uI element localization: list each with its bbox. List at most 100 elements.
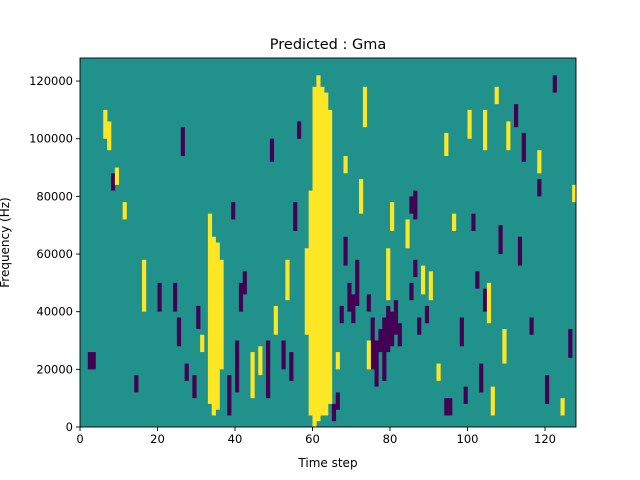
- heatmap-cell-high: [537, 150, 542, 174]
- plot-frame: [79, 57, 577, 428]
- chart-title: Predicted : Gma: [270, 37, 386, 53]
- heatmap-cell-low: [413, 190, 418, 220]
- heatmap-cell-low: [459, 317, 464, 347]
- heatmap-cell-high: [316, 75, 321, 422]
- heatmap-cell-low: [529, 317, 534, 335]
- x-tick-label: 100: [457, 432, 479, 446]
- heatmap-cell-high: [103, 109, 108, 139]
- heatmap-cell-low: [184, 363, 189, 381]
- heatmap-cell-low: [180, 127, 185, 157]
- heatmap-cell-low: [134, 375, 139, 393]
- x-tick-label: 60: [305, 432, 320, 446]
- heatmap-cell-high: [390, 202, 395, 231]
- heatmap-cell-low: [269, 138, 275, 162]
- heatmap-cell-low: [339, 305, 344, 324]
- heatmap-cell-low: [397, 323, 402, 347]
- heatmap-cell-low: [293, 202, 298, 231]
- heatmap-cell-high: [250, 352, 255, 399]
- heatmap-cell-low: [366, 294, 371, 312]
- heatmap-cell-low: [471, 213, 476, 231]
- y-tick-label: 120000: [29, 74, 73, 88]
- heatmap-cell-low: [173, 282, 178, 312]
- heatmap-cell-high: [114, 167, 120, 185]
- heatmap-cell-low: [91, 352, 96, 370]
- x-tick-label: 20: [150, 432, 165, 446]
- heatmap-cell-low: [297, 121, 302, 139]
- heatmap-cell-low: [444, 398, 449, 416]
- heatmap-cell-high: [215, 242, 220, 410]
- heatmap-cell-low: [517, 236, 523, 266]
- heatmap-cell-low: [417, 317, 422, 335]
- heatmap-cell-low: [227, 375, 232, 416]
- heatmap-cell-low: [157, 282, 162, 312]
- heatmap-cell-high: [359, 179, 364, 214]
- heatmap-cell-high: [320, 86, 325, 416]
- heatmap-cell-high: [219, 259, 224, 370]
- heatmap-cell-low: [498, 225, 503, 255]
- heatmap-cells: [80, 58, 577, 427]
- heatmap-cell-high: [207, 213, 213, 404]
- heatmap-cell-low: [355, 259, 360, 306]
- heatmap-cell-high: [122, 202, 127, 220]
- heatmap-cell-high: [316, 127, 321, 157]
- x-tick-label: 80: [383, 432, 398, 446]
- y-tick-label: 60000: [36, 247, 73, 261]
- heatmap-cell-high: [312, 132, 317, 162]
- heatmap-cell-high: [560, 398, 565, 416]
- heatmap-cell-low: [382, 317, 387, 381]
- heatmap-cell-low: [87, 352, 92, 370]
- y-axis: 0 20000 40000 60000 80000 100000 120000: [29, 74, 80, 434]
- heatmap-cell-low: [235, 340, 240, 393]
- heatmap-cell-high: [328, 109, 333, 404]
- y-tick-label: 0: [66, 420, 73, 434]
- heatmap-cell-low: [347, 282, 352, 312]
- heatmap-cell-low: [374, 340, 379, 387]
- heatmap-cell-low: [331, 403, 337, 422]
- y-tick-label: 20000: [36, 362, 73, 376]
- heatmap-cell-high: [506, 121, 511, 151]
- heatmap-cell-low: [196, 305, 201, 329]
- heatmap-cell-low: [552, 75, 557, 93]
- heatmap-cell-low: [386, 305, 391, 353]
- heatmap-cell-low: [390, 311, 395, 347]
- heatmap-cell-low: [393, 300, 399, 335]
- y-axis-label: Frequency (Hz): [0, 197, 12, 288]
- heatmap-cell-low: [111, 173, 116, 191]
- heatmap-cell-high: [405, 219, 410, 249]
- heatmap-cell-high: [386, 248, 391, 301]
- heatmap-cell-high: [258, 346, 263, 376]
- heatmap-cell-high: [343, 156, 348, 174]
- heatmap-cell-low: [289, 352, 294, 381]
- heatmap-cell-high: [211, 236, 216, 416]
- heatmap-cell-low: [483, 288, 488, 312]
- heatmap-cell-high: [444, 132, 449, 157]
- heatmap-cell-low: [545, 375, 550, 404]
- x-tick-label: 120: [534, 432, 556, 446]
- heatmap-cell-low: [475, 271, 480, 289]
- y-tick-label: 40000: [36, 305, 73, 319]
- heatmap-cell-high: [490, 386, 495, 416]
- heatmap-cell-low: [409, 196, 414, 214]
- heatmap-cell-high: [452, 213, 457, 231]
- heatmap-cell-high: [200, 334, 205, 353]
- heatmap-cell-low: [370, 317, 375, 370]
- heatmap-cell-high: [502, 328, 507, 364]
- heatmap-cell-low: [409, 282, 414, 301]
- x-axis: 0 20 40 60 80 100 120: [76, 427, 556, 446]
- heatmap-cell-high: [285, 259, 290, 301]
- heatmap-cell-low: [514, 104, 519, 128]
- heatmap-cell-high: [273, 305, 278, 335]
- heatmap-cell-high: [366, 340, 371, 370]
- heatmap-cell-low: [378, 328, 383, 353]
- heatmap-cell-low: [479, 363, 484, 393]
- x-axis-label: Time step: [297, 456, 357, 470]
- heatmap-cell-low: [238, 282, 244, 312]
- heatmap-cell-high: [308, 190, 313, 416]
- y-tick-label: 80000: [36, 189, 73, 203]
- heatmap-cell-low: [335, 392, 340, 410]
- heatmap-cell-high: [324, 92, 329, 416]
- heatmap-cell-high: [494, 86, 499, 105]
- heatmap-cell-high: [335, 352, 340, 370]
- heatmap-cell-high: [107, 121, 112, 151]
